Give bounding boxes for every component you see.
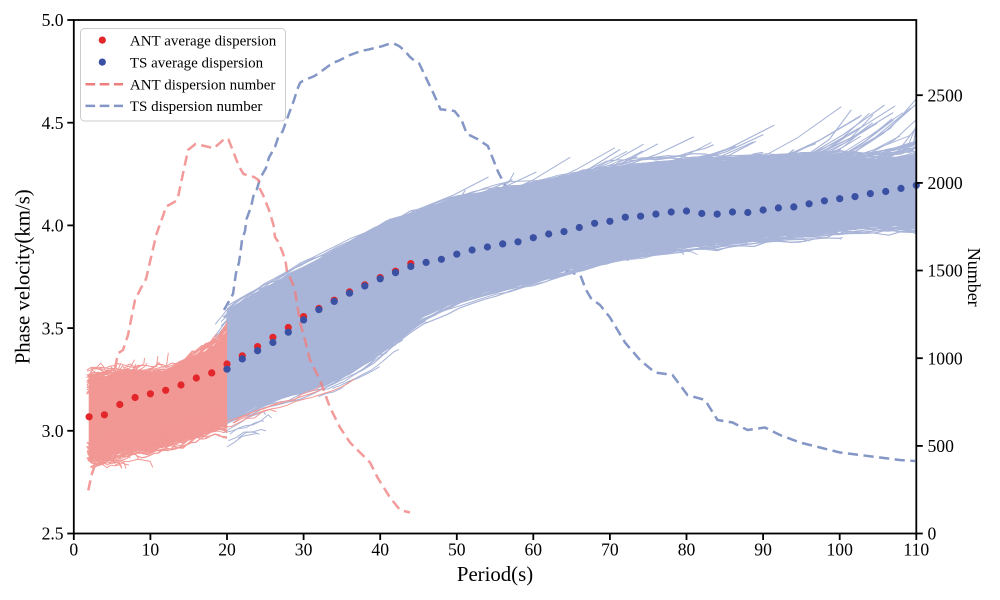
svg-text:4.5: 4.5: [42, 113, 64, 133]
svg-text:500: 500: [928, 436, 955, 456]
svg-text:0: 0: [928, 524, 937, 544]
svg-text:110: 110: [903, 540, 929, 560]
svg-text:3.0: 3.0: [42, 421, 64, 441]
svg-text:Number: Number: [964, 248, 984, 307]
svg-text:Phase velocity(km/s): Phase velocity(km/s): [11, 189, 34, 364]
svg-text:1000: 1000: [928, 348, 963, 368]
svg-text:50: 50: [448, 540, 466, 560]
svg-text:0: 0: [69, 540, 78, 560]
svg-text:TS average dispersion: TS average dispersion: [130, 55, 264, 71]
svg-text:2500: 2500: [928, 86, 963, 106]
svg-text:60: 60: [525, 540, 543, 560]
svg-text:1500: 1500: [928, 261, 963, 281]
svg-text:3.5: 3.5: [42, 318, 64, 338]
svg-text:90: 90: [754, 540, 772, 560]
svg-text:2.5: 2.5: [42, 524, 64, 544]
svg-text:100: 100: [827, 540, 854, 560]
svg-text:2000: 2000: [928, 173, 963, 193]
svg-text:4.0: 4.0: [42, 216, 64, 236]
svg-text:Period(s): Period(s): [457, 563, 533, 586]
svg-text:10: 10: [142, 540, 160, 560]
svg-text:40: 40: [371, 540, 389, 560]
svg-text:80: 80: [678, 540, 696, 560]
svg-text:ANT average dispersion: ANT average dispersion: [130, 33, 277, 49]
svg-text:20: 20: [218, 540, 236, 560]
svg-text:30: 30: [295, 540, 313, 560]
svg-text:ANT dispersion number: ANT dispersion number: [130, 77, 276, 93]
svg-text:70: 70: [601, 540, 619, 560]
svg-text:TS dispersion number: TS dispersion number: [130, 99, 263, 115]
svg-text:5.0: 5.0: [42, 10, 64, 30]
